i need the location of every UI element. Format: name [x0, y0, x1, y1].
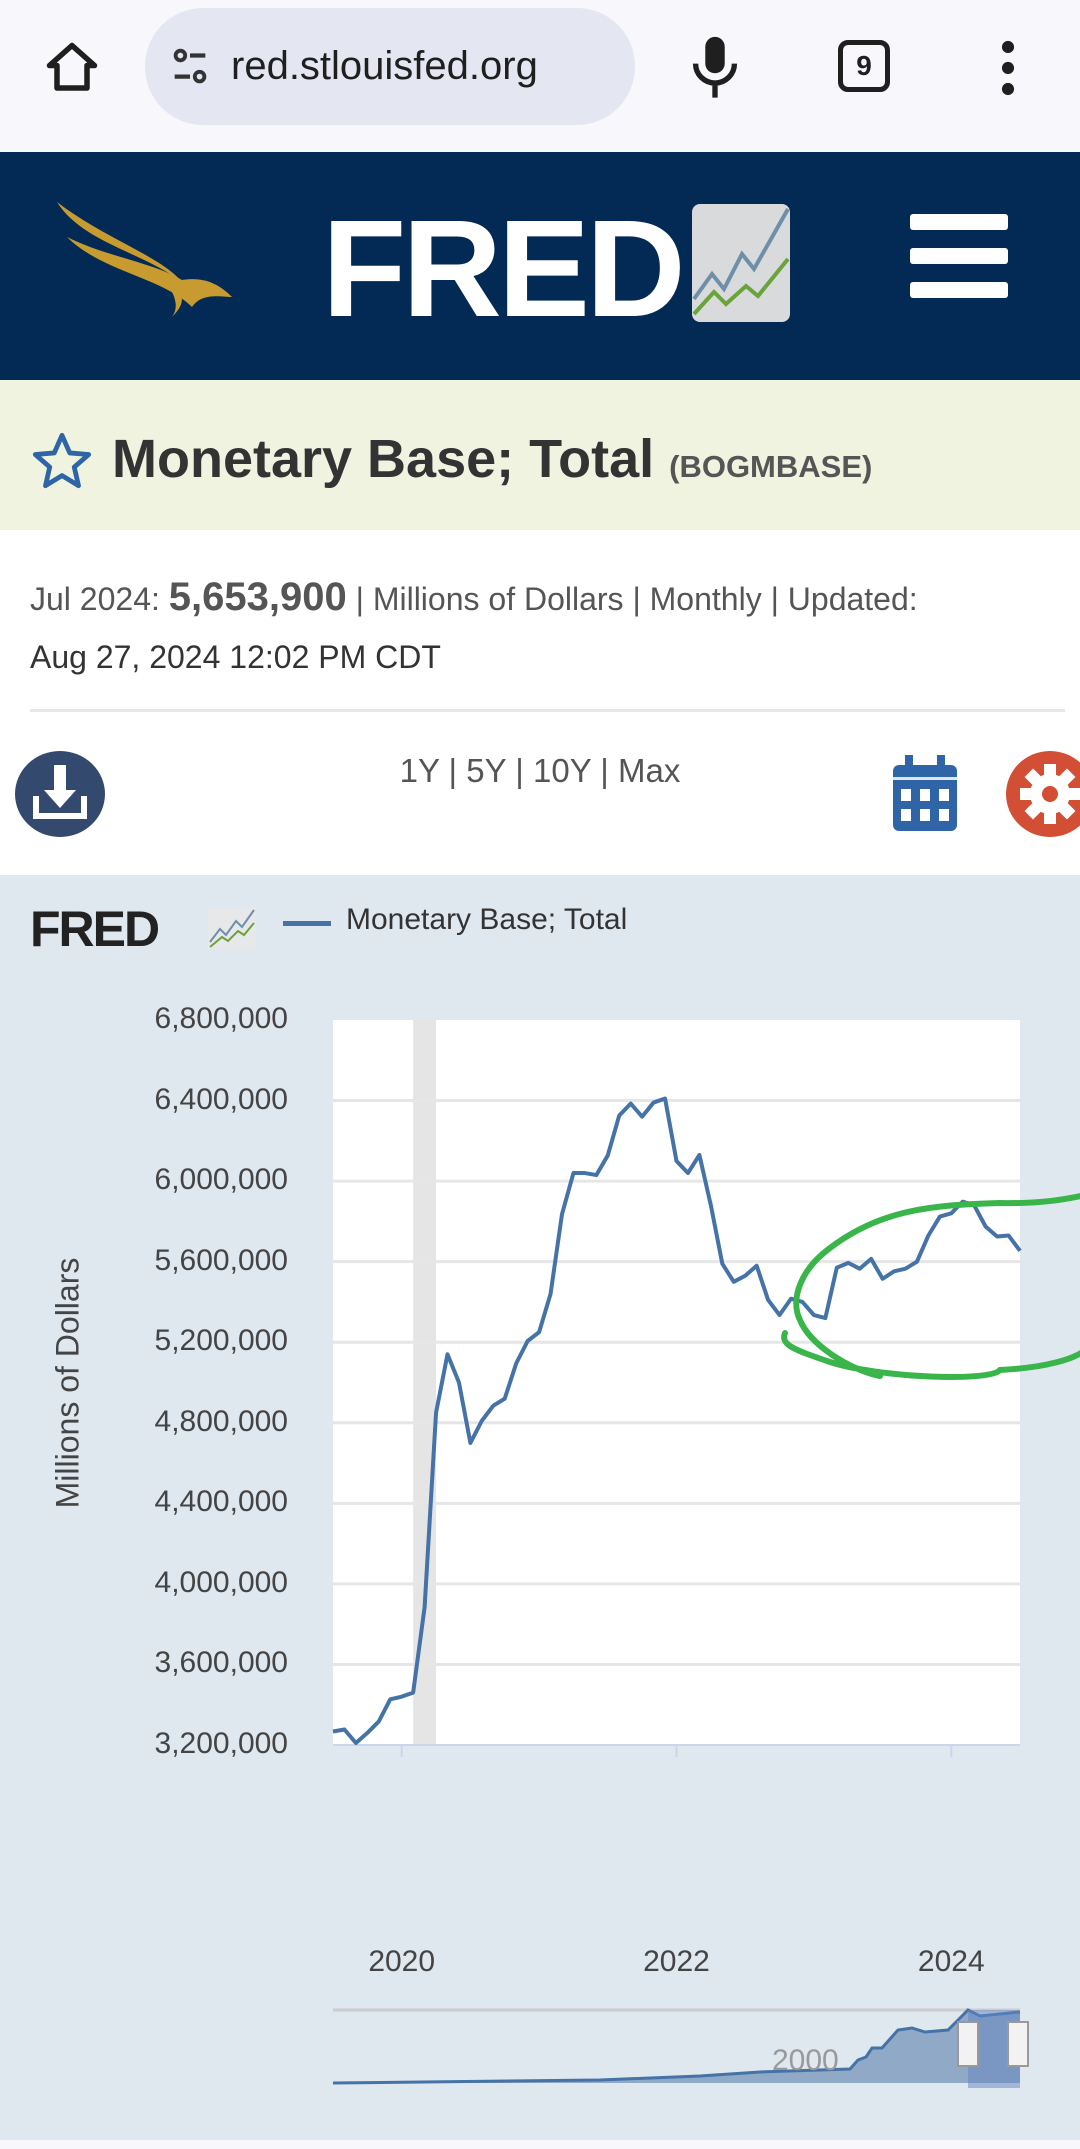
- hand-drawn-circle-annotation: [781, 1193, 1080, 1380]
- bottom-strip: [0, 2140, 1080, 2149]
- download-button[interactable]: [14, 750, 106, 838]
- calendar-icon[interactable]: [893, 755, 957, 831]
- legend-swatch: [283, 921, 331, 926]
- title-band: [0, 380, 1080, 530]
- tab-switcher-button[interactable]: 9: [838, 40, 890, 92]
- y-tick-label: 3,200,000: [154, 1727, 288, 1760]
- navigator-line: [332, 2008, 1021, 2085]
- updated-timestamp: Aug 27, 2024 12:02 PM CDT: [30, 639, 441, 675]
- navigator-handle[interactable]: [957, 2021, 979, 2067]
- series-info: Jul 2024: 5,653,900 | Millions of Dollar…: [30, 568, 1060, 686]
- browser-toolbar: red.stlouisfed.org 9: [0, 0, 1080, 152]
- range-1y[interactable]: 1Y: [399, 752, 440, 789]
- series-title-text: Monetary Base; Total: [112, 429, 655, 489]
- range-5y[interactable]: 5Y: [466, 752, 507, 789]
- y-tick-label: 3,600,000: [154, 1646, 288, 1680]
- y-tick-label: 6,800,000: [154, 1002, 288, 1035]
- series-title: Monetary Base; Total (BOGMBASE): [112, 428, 872, 490]
- home-icon[interactable]: [42, 38, 102, 98]
- x-tick-label: 2024: [917, 1945, 985, 1978]
- y-tick-label: 6,000,000: [154, 1163, 288, 1197]
- fred-chart-logo-icon: [692, 204, 790, 322]
- more-menu-icon[interactable]: [990, 40, 1026, 96]
- navigator-area: [333, 2010, 1020, 2083]
- url-bar[interactable]: red.stlouisfed.org: [145, 8, 635, 125]
- series-details: | Millions of Dollars | Monthly | Update…: [355, 581, 918, 617]
- microphone-icon[interactable]: [685, 32, 745, 100]
- observation-period: Jul 2024:: [30, 581, 160, 617]
- eagle-logo-icon[interactable]: [52, 202, 242, 317]
- x-tick-label: 2020: [368, 1945, 436, 1978]
- range-10y[interactable]: 10Y: [533, 752, 592, 789]
- y-tick-label: 4,800,000: [154, 1404, 288, 1438]
- recession-shading: [413, 1020, 437, 1745]
- y-tick-label: 5,200,000: [154, 1324, 288, 1358]
- navigator-label: 2000: [772, 2044, 839, 2077]
- fred-logo[interactable]: FRED: [322, 192, 686, 346]
- plot-background: [333, 1020, 1020, 1745]
- settings-gear-icon[interactable]: [1006, 750, 1080, 838]
- star-favorite-icon[interactable]: [30, 430, 94, 494]
- observation-value: 5,653,900: [168, 575, 347, 619]
- y-tick-label: 6,400,000: [154, 1082, 288, 1116]
- navigator-handle[interactable]: [1007, 2021, 1029, 2067]
- chart-fred-logo: FRED: [30, 901, 160, 957]
- url-text: red.stlouisfed.org: [231, 44, 538, 88]
- y-tick-label: 4,000,000: [154, 1565, 288, 1599]
- tab-count: 9: [856, 50, 872, 81]
- range-max[interactable]: Max: [618, 752, 681, 789]
- site-settings-icon[interactable]: [167, 44, 213, 90]
- x-tick-label: 2022: [643, 1945, 710, 1978]
- y-tick-label: 4,400,000: [154, 1485, 288, 1519]
- y-tick-label: 5,600,000: [154, 1243, 288, 1277]
- divider: [30, 709, 1065, 712]
- hamburger-menu-button[interactable]: [910, 214, 1008, 302]
- range-selector: 1Y | 5Y | 10Y | Max: [399, 752, 681, 789]
- site-header: FRED: [0, 152, 1080, 380]
- legend-label[interactable]: Monetary Base; Total: [346, 903, 628, 936]
- series-ticker: (BOGMBASE): [669, 449, 873, 484]
- fred-small-chart-icon: [208, 907, 256, 949]
